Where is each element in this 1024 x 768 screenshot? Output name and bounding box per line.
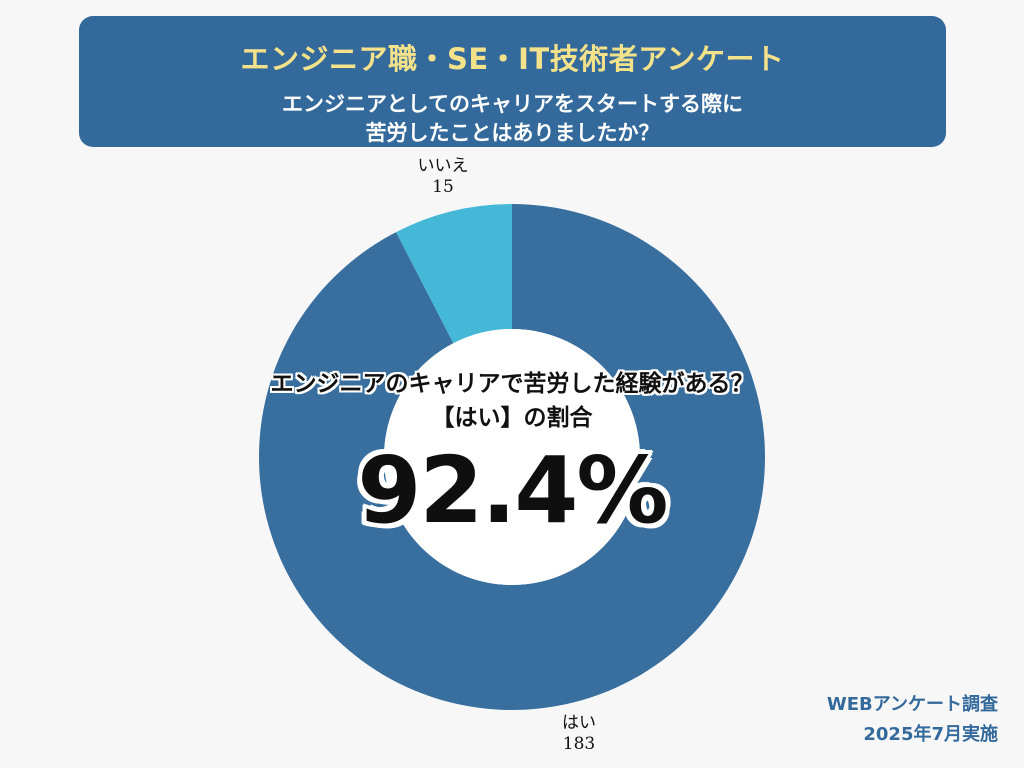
- slice-value-label: 15: [432, 177, 454, 197]
- center-question-line2: 【はい】の割合: [431, 405, 593, 431]
- donut-slice-iie: [396, 204, 512, 344]
- slice-category-label: はい: [562, 713, 596, 733]
- slice-label-hai: はい 183: [519, 713, 639, 755]
- survey-question-line2: 苦労したことはありましたか？: [365, 121, 660, 145]
- slice-category-label: いいえ: [417, 156, 469, 176]
- donut-slice-hai: [259, 204, 765, 710]
- donut-hole: [384, 329, 640, 585]
- survey-method-note: WEBアンケート調査: [826, 694, 998, 715]
- slice-label-iie: いいえ 15: [383, 156, 503, 198]
- center-question-line1: エンジニアのキャリアで苦労した経験がある？: [270, 371, 754, 397]
- slice-value-label: 183: [562, 734, 596, 754]
- center-percentage: 92.4%: [357, 437, 668, 544]
- survey-question-line1: エンジニアとしてのキャリアをスタートする際に: [282, 92, 743, 116]
- survey-date-note: 2025年7月実施: [863, 724, 998, 745]
- survey-title: エンジニア職・SE・IT技術者アンケート: [240, 42, 785, 76]
- header-banner: エンジニア職・SE・IT技術者アンケート エンジニアとしてのキャリアをスタートす…: [79, 16, 946, 147]
